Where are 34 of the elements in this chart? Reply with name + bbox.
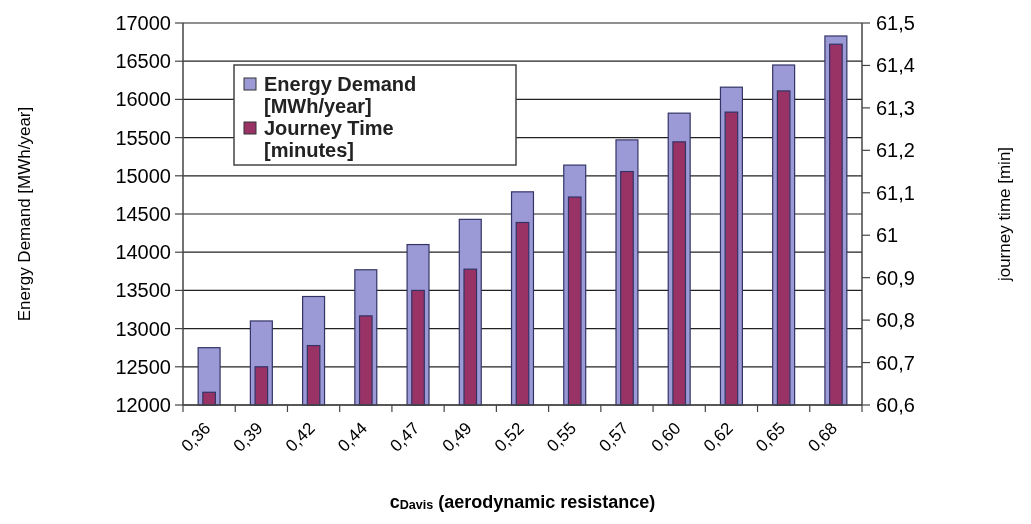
y-tick-label: 15500 — [115, 126, 171, 149]
y2-tick-label: 61 — [876, 224, 899, 247]
x-tick-label: 0,49 — [438, 418, 476, 456]
y-tick-label: 14000 — [115, 241, 171, 264]
y-tick-label: 16000 — [115, 88, 171, 111]
y-tick-label: 16500 — [115, 50, 171, 73]
y2-tick-label: 60,8 — [876, 309, 915, 332]
y2-tick-label: 61,1 — [876, 181, 915, 204]
y-axis-title: Energy Demand [MWh/year] — [15, 106, 34, 322]
x-tick-label: 0,52 — [490, 418, 528, 456]
x-tick-label: 0,36 — [177, 418, 215, 456]
y-tick-label: 12500 — [115, 355, 171, 378]
y-tick-label: 13500 — [115, 279, 171, 302]
y-tick-label: 14500 — [115, 203, 171, 225]
x-tick-label: 0,68 — [804, 418, 842, 456]
y-tick-label: 17000 — [115, 12, 171, 34]
legend-label: Journey Time [minutes] — [264, 117, 394, 161]
y-tick-label: 12000 — [115, 394, 171, 416]
x-tick-label: 0,42 — [281, 418, 319, 456]
x-tick-label: 0,62 — [699, 418, 737, 456]
y-tick-label: 15000 — [115, 164, 171, 187]
y2-tick-label: 61,3 — [876, 96, 915, 119]
y2-tick-label: 60,9 — [876, 266, 915, 289]
x-axis-title: c$_{Davis}$ (aerodynamic resistance) — [389, 492, 656, 513]
x-tick-label: 0,60 — [647, 418, 685, 456]
y-tick-label: 13000 — [115, 317, 171, 340]
y2-tick-label: 61,4 — [876, 54, 915, 77]
y2-tick-label: 61,2 — [876, 139, 915, 162]
y2-tick-label: 60,6 — [876, 394, 915, 416]
legend-label: Energy Demand [MWh/year] — [264, 73, 417, 117]
x-tick-label: 0,39 — [229, 418, 267, 456]
y2-tick-label: 60,7 — [876, 351, 915, 374]
y2-tick-label: 61,5 — [876, 12, 915, 34]
y2-axis-title: journey time [min] — [995, 146, 1014, 283]
